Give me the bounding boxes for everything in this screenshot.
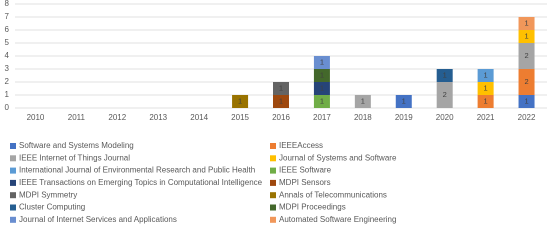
legend-swatch (270, 179, 276, 186)
bar-segment (518, 95, 535, 108)
bar-segment (436, 82, 453, 108)
value-label: 1 (484, 83, 488, 92)
bar-segment (273, 95, 289, 108)
legend-label: Journal of Systems and Software (279, 153, 397, 162)
value-label: 1 (524, 96, 528, 105)
legend-swatch (10, 216, 16, 223)
legend-swatch (10, 167, 16, 174)
legend-label: Automated Software Engineering (279, 215, 396, 224)
value-label: 2 (524, 77, 528, 86)
bar-segment (518, 30, 535, 43)
bar-segment (354, 95, 371, 108)
x-tick-label: 2017 (313, 113, 331, 122)
x-tick-label: 2010 (27, 113, 45, 122)
value-label: 1 (361, 96, 365, 105)
legend-label: Cluster Computing (19, 203, 85, 212)
value-label: 1 (443, 70, 447, 79)
value-label: 1 (484, 70, 488, 79)
x-tick-label: 2020 (436, 113, 454, 122)
bar-segment (436, 69, 453, 82)
value-label: 1 (279, 96, 283, 105)
y-tick-label: 0 (5, 103, 10, 112)
x-tick-label: 2021 (477, 113, 495, 122)
bar-segment (518, 69, 535, 95)
legend-label: MDPI Proceedings (279, 203, 346, 212)
bar-segment (313, 69, 330, 82)
legend-label: MDPI Symmetry (19, 190, 77, 199)
value-label: 1 (238, 96, 242, 105)
value-label: 1 (320, 70, 324, 79)
value-label: 1 (484, 96, 488, 105)
legend-swatch (270, 155, 276, 162)
legend-label: IEEE Internet of Things Journal (19, 153, 130, 162)
legend-label: IEEE Transactions on Emerging Topics in … (19, 178, 263, 187)
legend-swatch (10, 143, 16, 149)
legend-label: Journal of Internet Services and Applica… (19, 215, 177, 224)
y-tick-label: 4 (5, 51, 10, 60)
y-tick-label: 7 (5, 12, 10, 21)
bar-segment (232, 95, 249, 108)
legend-swatch (270, 167, 276, 174)
x-tick-label: 2012 (108, 113, 126, 122)
value-label: 2 (524, 51, 528, 60)
bar-segment (518, 17, 535, 30)
bar-segment (313, 56, 330, 69)
y-tick-label: 8 (5, 0, 10, 8)
legend-swatch (270, 204, 276, 211)
legend-swatch (270, 192, 276, 199)
x-tick-label: 2019 (395, 113, 413, 122)
x-tick-label: 2013 (149, 113, 167, 122)
legend-swatch (10, 155, 16, 162)
y-tick-label: 2 (5, 77, 10, 86)
x-tick-label: 2014 (190, 113, 208, 122)
value-label: 1 (320, 83, 324, 92)
legend-label: MDPI Sensors (279, 178, 331, 187)
x-tick-label: 2022 (518, 113, 536, 122)
x-tick-label: 2015 (231, 113, 249, 122)
bar-segment (477, 69, 494, 82)
y-tick-label: 5 (5, 38, 10, 47)
value-label: 1 (524, 31, 528, 40)
legend-label: IEEEAccess (279, 141, 323, 150)
value-label: 1 (320, 96, 324, 105)
value-label: 1 (320, 57, 324, 66)
x-tick-label: 2018 (354, 113, 372, 122)
legend-label: Software and Systems Modeling (19, 141, 134, 150)
legend-swatch (10, 192, 16, 199)
bar-segment (518, 43, 535, 69)
x-tick-label: 2016 (272, 113, 290, 122)
legend-swatch (10, 204, 16, 211)
legend-swatch (270, 143, 276, 149)
y-tick-label: 6 (5, 25, 10, 34)
bar-segment (313, 82, 330, 95)
bar-segment (313, 95, 330, 108)
y-tick-label: 1 (5, 90, 10, 99)
legend-swatch (270, 216, 276, 223)
legend-label: IEEE Software (279, 166, 332, 175)
bar-segment (477, 95, 494, 108)
bar-segment (273, 82, 289, 95)
bar-segment (395, 95, 412, 108)
value-label: 1 (402, 96, 406, 105)
legend-swatch (10, 179, 16, 186)
value-label: 1 (524, 18, 528, 27)
chart: 0 1 2 3 4 5 6 7 8 2010 2011 2012 2013 2014 2015 1 2016 1 1… (5, 0, 547, 224)
x-tick-label: 2011 (68, 113, 86, 122)
value-label: 2 (443, 90, 447, 99)
y-tick-label: 3 (5, 64, 10, 73)
bar-segment (477, 82, 494, 95)
legend-label: International Journal of Environmental R… (19, 166, 255, 175)
value-label: 1 (279, 83, 283, 92)
legend-label: Annals of Telecommunications (279, 190, 387, 199)
